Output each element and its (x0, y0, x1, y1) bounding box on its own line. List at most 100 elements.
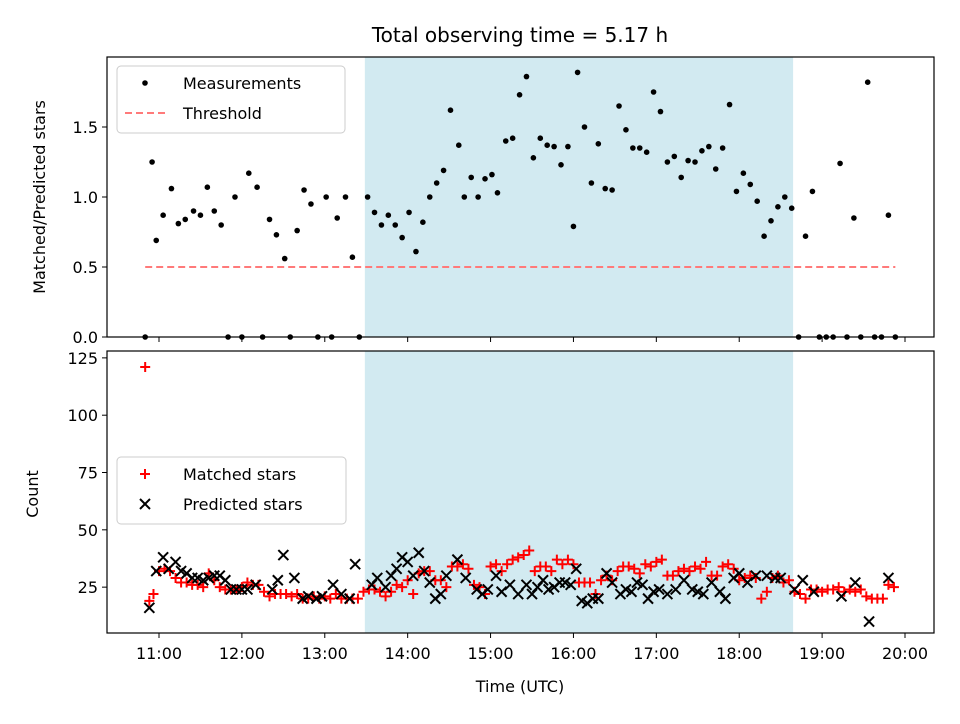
measurement-point (168, 185, 175, 192)
legend: Measurements Threshold (116, 65, 346, 134)
measurement-point (160, 212, 166, 218)
measurement-point (447, 107, 454, 113)
predicted-star-point (719, 592, 732, 605)
x-tick-label: 14:00 (385, 644, 431, 663)
measurement-point (482, 176, 488, 182)
measurement-point (678, 174, 684, 181)
measurement-point (885, 212, 892, 218)
matched-star-point (375, 586, 386, 597)
matched-star-point (330, 589, 341, 600)
matched-star-point (452, 561, 463, 572)
predicted-star-point (606, 576, 618, 589)
matched-star-point (391, 579, 402, 590)
x-axis-label: Time (UTC) (475, 677, 564, 696)
measurement-point (788, 205, 795, 211)
matched-star-point (828, 584, 839, 595)
measurement-point (433, 180, 440, 186)
predicted-star-point (835, 590, 848, 603)
predicted-star-point (277, 549, 290, 561)
axes-frame (106, 350, 935, 634)
predicted-star-point (600, 567, 613, 580)
measurement-point (602, 185, 609, 192)
matched-star-point (690, 561, 701, 572)
predicted-star-point (169, 556, 182, 568)
series-predicted-stars (143, 547, 895, 628)
matched-star-point (673, 566, 684, 577)
matched-star-point (817, 586, 828, 597)
matched-star-point (651, 556, 662, 567)
matched-star-point (656, 554, 667, 565)
measurement-point (775, 204, 781, 210)
measurement-point (175, 220, 182, 227)
matched-star-point (739, 572, 750, 583)
predicted-star-point (537, 574, 549, 586)
matched-star-point (877, 593, 888, 604)
measurement-point (266, 216, 273, 223)
matched-star-point (723, 559, 734, 570)
predicted-star-point (625, 586, 638, 598)
measurement-point (609, 187, 615, 193)
matched-star-point (524, 545, 535, 556)
matched-star-point (485, 561, 496, 572)
matched-star-point (861, 591, 872, 602)
predicted-star-point (371, 572, 383, 584)
measurement-point (616, 103, 622, 109)
legend-marker (139, 498, 151, 510)
measurement-point (740, 170, 747, 176)
measurement-point (334, 215, 341, 221)
predicted-star-point (288, 572, 301, 584)
measurement-point (392, 222, 399, 228)
x-tick-label: 18:00 (716, 644, 762, 663)
measurement-point (685, 157, 691, 164)
measurement-point (837, 160, 843, 167)
y-tick-label: 1.0 (73, 188, 98, 207)
measurement-point (281, 255, 288, 262)
matched-star-point (761, 586, 772, 597)
matched-star-point (513, 552, 524, 563)
measurement-point (671, 153, 678, 160)
x-tick-label: 15:00 (468, 644, 514, 663)
matched-star-point (612, 566, 623, 577)
matched-star-point (596, 575, 607, 586)
matched-star-point (678, 563, 689, 574)
y-tick-label: 0.0 (73, 328, 98, 347)
matched-star-point (292, 589, 303, 600)
predicted-star-point (750, 569, 762, 582)
predicted-star-point (418, 565, 430, 577)
predicted-star-point (774, 572, 787, 584)
matched-star-point (850, 586, 861, 597)
measurement-point (245, 170, 252, 176)
measurement-point (636, 145, 643, 151)
measurement-point (733, 188, 740, 195)
measurement-point (630, 145, 636, 151)
predicted-star-point (459, 572, 472, 584)
matched-star-point (844, 584, 855, 595)
x-tick-label: 17:00 (633, 644, 679, 663)
predicted-star-point (379, 581, 392, 593)
measurement-point (461, 194, 468, 200)
ratio-panel: 0.0 0.5 1.0 1.5 Matched/Predicted stars Measu… (30, 56, 935, 347)
matched-star-point (281, 589, 292, 600)
predicted-star-point (316, 590, 328, 603)
measurement-point (426, 194, 433, 200)
matched-star-point (408, 589, 419, 600)
measurement-point (323, 194, 329, 200)
measurement-point (342, 194, 349, 200)
matched-star-point (855, 584, 866, 595)
predicted-star-point (733, 567, 745, 580)
measurement-point (273, 232, 280, 238)
legend-marker (140, 469, 150, 479)
matched-star-point (380, 591, 391, 602)
measurement-point (182, 216, 189, 223)
matched-star-point (358, 586, 369, 597)
measurement-point (385, 212, 392, 218)
measurement-point (232, 194, 238, 200)
measurement-point (190, 208, 197, 214)
predicted-star-point (343, 592, 356, 605)
predicted-star-point (401, 556, 414, 568)
predicted-star-point (327, 579, 339, 591)
matched-star-point (540, 561, 551, 572)
y-axis-label: Matched/Predicted stars (30, 100, 49, 294)
predicted-star-point (761, 569, 773, 582)
measurement-point (650, 89, 657, 95)
